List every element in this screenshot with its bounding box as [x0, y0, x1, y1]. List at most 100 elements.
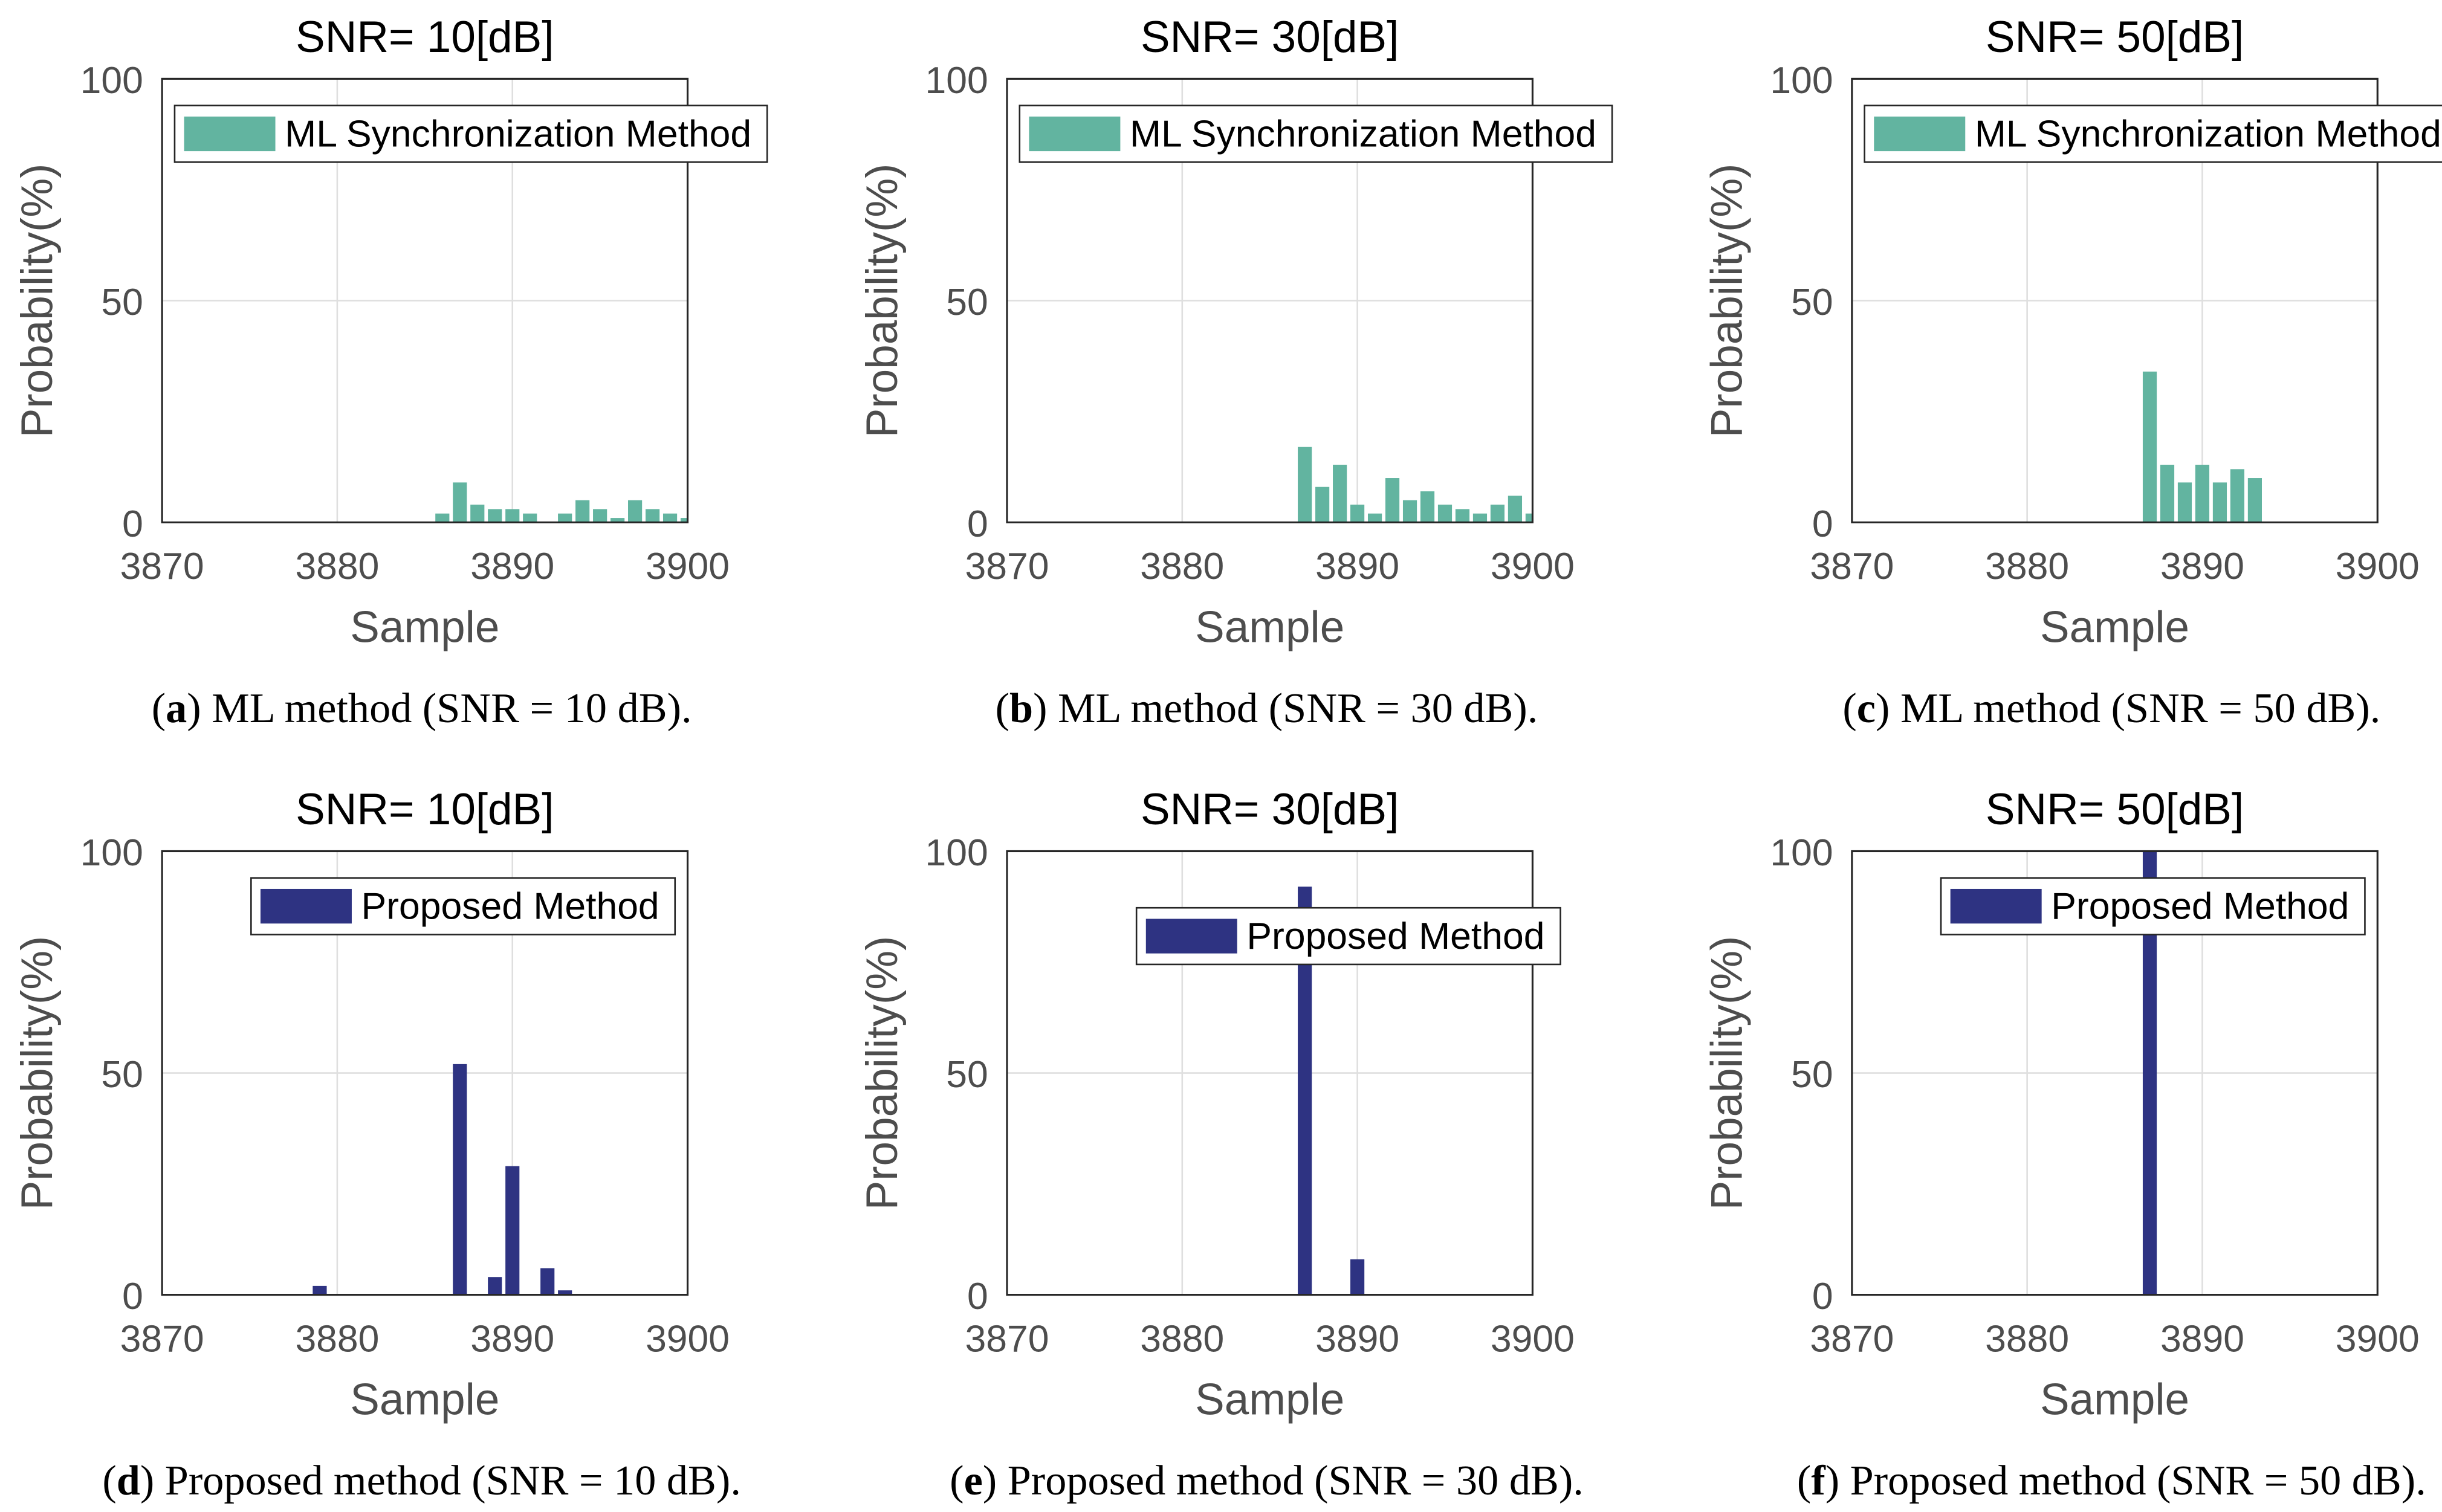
bar	[1525, 513, 1533, 523]
legend: Proposed Method	[1940, 877, 2366, 935]
bar	[2212, 482, 2227, 523]
caption: (e) Proposed method (SNR = 30 dB).	[950, 1457, 1584, 1504]
bar	[1508, 496, 1523, 523]
bars	[1298, 447, 1533, 523]
x-tick-label: 3880	[1985, 545, 2069, 587]
caption-part: (	[1842, 685, 1856, 732]
bar	[1298, 887, 1312, 1295]
caption-part: ) ML method (SNR = 30 dB).	[1033, 685, 1538, 732]
x-tick-label: 3900	[1491, 1317, 1575, 1360]
y-tick-label: 100	[80, 832, 143, 874]
bar	[645, 509, 660, 523]
bar	[2247, 478, 2262, 523]
caption-part: (	[152, 685, 166, 732]
y-axis-label: Probability(%)	[13, 936, 62, 1210]
axes-box	[161, 850, 689, 1296]
bar	[453, 482, 467, 523]
bar	[505, 1166, 520, 1295]
caption: (b) ML method (SNR = 30 dB).	[996, 685, 1538, 732]
y-tick-label: 50	[101, 281, 143, 323]
chart-title: SNR= 30[dB]	[1141, 785, 1399, 834]
y-tick-label: 100	[925, 832, 988, 874]
caption-part: a	[166, 685, 187, 732]
x-tick-label: 3880	[1985, 1317, 2069, 1360]
caption-part: (	[950, 1457, 964, 1504]
axes-box	[161, 77, 689, 524]
bar	[453, 1064, 467, 1295]
axes-box	[1006, 77, 1534, 524]
caption-part: (	[1797, 1457, 1811, 1504]
bar	[1420, 491, 1435, 523]
x-tick-label: 3870	[1810, 1317, 1894, 1360]
bar	[2160, 465, 2175, 523]
caption-part: d	[117, 1457, 140, 1504]
y-axis-label: Probability(%)	[858, 164, 907, 438]
bars	[435, 482, 688, 523]
bar	[1455, 509, 1470, 523]
bar	[1350, 505, 1365, 523]
legend-label: ML Synchronization Method	[1975, 112, 2441, 155]
caption-part: ) ML method (SNR = 10 dB).	[187, 685, 691, 732]
bar	[2230, 469, 2245, 523]
caption-part: ) Proposed method (SNR = 30 dB).	[983, 1457, 1584, 1504]
x-tick-label: 3880	[1140, 1317, 1224, 1360]
y-tick-label: 50	[1791, 281, 1833, 323]
x-axis-label: Sample	[1195, 603, 1344, 651]
axes-box	[1851, 850, 2379, 1296]
legend-label: Proposed Method	[1246, 915, 1544, 957]
x-tick-label: 3870	[965, 1317, 1049, 1360]
x-tick-label: 3890	[2160, 545, 2244, 587]
bar	[523, 513, 537, 523]
bars	[1298, 887, 1365, 1295]
bar	[628, 500, 643, 523]
y-tick-label: 0	[967, 1275, 988, 1317]
bar	[2142, 371, 2157, 523]
y-tick-label: 0	[1812, 503, 1833, 545]
y-axis-label: Probability(%)	[858, 936, 907, 1210]
y-tick-label: 100	[1770, 59, 1833, 102]
x-tick-label: 3880	[295, 545, 379, 587]
bar	[558, 513, 572, 523]
legend-label: ML Synchronization Method	[1130, 112, 1596, 155]
bar	[488, 1277, 502, 1295]
bar	[1490, 505, 1505, 523]
bar	[470, 505, 485, 523]
bar	[2177, 482, 2192, 523]
x-tick-label: 3900	[2336, 545, 2420, 587]
bars	[2142, 371, 2262, 523]
legend-swatch	[1950, 888, 2042, 924]
axes-box	[1006, 850, 1534, 1296]
x-tick-label: 3890	[470, 1317, 554, 1360]
bar	[2142, 851, 2157, 1295]
legend-label: Proposed Method	[2051, 885, 2349, 927]
legend-swatch	[1145, 919, 1237, 954]
caption: (d) Proposed method (SNR = 10 dB).	[102, 1457, 741, 1504]
y-tick-label: 100	[1770, 832, 1833, 874]
caption-part: (	[102, 1457, 116, 1504]
x-axis-label: Sample	[350, 603, 499, 651]
caption-part: ) Proposed method (SNR = 50 dB).	[1825, 1457, 2426, 1504]
legend: ML Synchronization Method	[1019, 105, 1613, 163]
x-tick-label: 3890	[1315, 545, 1399, 587]
caption-part: f	[1811, 1457, 1826, 1504]
bar	[505, 509, 520, 523]
bars	[313, 1064, 572, 1295]
bar	[1367, 513, 1382, 523]
legend-label: Proposed Method	[361, 885, 659, 927]
y-tick-label: 100	[925, 59, 988, 102]
legend: Proposed Method	[1135, 906, 1561, 966]
x-axis-label: Sample	[2040, 603, 2189, 651]
legend-swatch	[260, 888, 352, 924]
legend-label: ML Synchronization Method	[285, 112, 751, 155]
x-tick-label: 3890	[1315, 1317, 1399, 1360]
chart-title: SNR= 50[dB]	[1986, 785, 2244, 834]
bar	[540, 1268, 555, 1295]
subplot: 3870 3880 3890 3900 0 50 100 SNR= 10[dB] Sample P…	[13, 785, 741, 1504]
bar	[1333, 465, 1347, 523]
y-tick-label: 50	[101, 1053, 143, 1096]
subplot: 3870 3880 3890 3900 0 50 100 SNR= 50[dB] Sample P…	[1703, 785, 2426, 1504]
chart-title: SNR= 50[dB]	[1986, 13, 2244, 62]
bar	[662, 513, 678, 523]
bars	[2142, 851, 2157, 1295]
